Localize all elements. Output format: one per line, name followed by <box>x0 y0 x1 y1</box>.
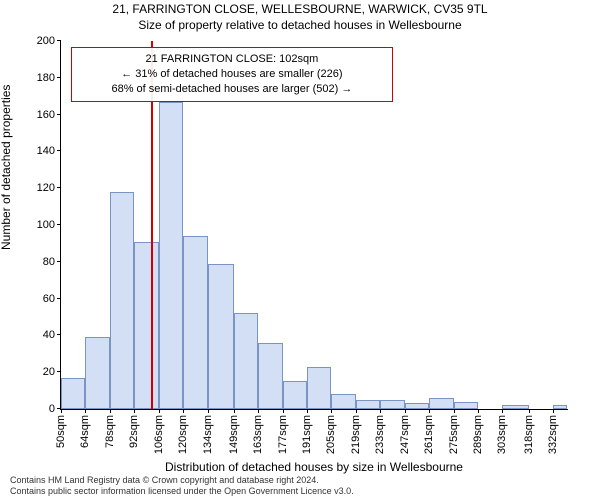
annotation-line-2: ← 31% of detached houses are smaller (22… <box>80 67 384 82</box>
chart-title-sub: Size of property relative to detached ho… <box>0 18 600 32</box>
x-tick-label: 332sqm <box>547 409 559 454</box>
y-tick-label: 200 <box>15 35 61 47</box>
x-tick-label: 92sqm <box>128 409 140 448</box>
copyright-notice: Contains HM Land Registry data © Crown c… <box>10 475 354 498</box>
x-tick-label: 163sqm <box>252 409 264 454</box>
x-tick-label: 120sqm <box>177 409 189 454</box>
x-tick-label: 106sqm <box>153 409 165 454</box>
x-axis-label: Distribution of detached houses by size … <box>60 460 568 474</box>
histogram-bar <box>234 313 258 409</box>
histogram-bar <box>183 236 207 409</box>
x-tick-label: 247sqm <box>399 409 411 454</box>
histogram-bar <box>429 398 453 409</box>
histogram-bar <box>283 381 307 409</box>
y-tick-label: 100 <box>15 219 61 231</box>
y-tick-label: 140 <box>15 145 61 157</box>
y-tick-label: 60 <box>15 293 61 305</box>
histogram-bar <box>331 394 355 409</box>
histogram-bar <box>454 402 478 409</box>
x-tick-label: 275sqm <box>448 409 460 454</box>
chart-plot-area: 02040608010012014016018020050sqm64sqm78s… <box>60 40 568 410</box>
annotation-box: 21 FARRINGTON CLOSE: 102sqm ← 31% of det… <box>71 47 393 102</box>
x-tick-label: 78sqm <box>104 409 116 448</box>
y-tick-label: 40 <box>15 329 61 341</box>
copyright-line-1: Contains HM Land Registry data © Crown c… <box>10 475 354 486</box>
x-tick-label: 205sqm <box>325 409 337 454</box>
x-tick-label: 191sqm <box>301 409 313 454</box>
histogram-bar <box>258 343 282 409</box>
chart-title-main: 21, FARRINGTON CLOSE, WELLESBOURNE, WARW… <box>0 2 600 16</box>
x-tick-label: 289sqm <box>472 409 484 454</box>
x-tick-label: 134sqm <box>202 409 214 454</box>
y-tick-label: 20 <box>15 366 61 378</box>
x-tick-label: 219sqm <box>350 409 362 454</box>
annotation-line-1: 21 FARRINGTON CLOSE: 102sqm <box>80 52 384 67</box>
histogram-bar <box>307 367 331 409</box>
histogram-bar <box>380 400 404 409</box>
x-tick-label: 50sqm <box>55 409 67 448</box>
x-tick-label: 303sqm <box>496 409 508 454</box>
x-tick-label: 149sqm <box>228 409 240 454</box>
histogram-bar <box>61 378 85 409</box>
y-tick-label: 80 <box>15 256 61 268</box>
x-tick-label: 261sqm <box>423 409 435 454</box>
histogram-bar <box>110 192 134 409</box>
x-tick-label: 318sqm <box>523 409 535 454</box>
histogram-bar <box>208 264 234 409</box>
y-tick-label: 120 <box>15 182 61 194</box>
annotation-line-3: 68% of semi-detached houses are larger (… <box>80 82 384 97</box>
histogram-bar <box>356 400 380 409</box>
y-tick-label: 180 <box>15 72 61 84</box>
y-axis-label: Number of detached properties <box>0 85 13 250</box>
copyright-line-2: Contains public sector information licen… <box>10 486 354 497</box>
histogram-bar <box>159 102 183 409</box>
y-tick-label: 160 <box>15 109 61 121</box>
x-tick-label: 233sqm <box>374 409 386 454</box>
x-tick-label: 64sqm <box>79 409 91 448</box>
histogram-bar <box>134 242 158 409</box>
histogram-bar <box>85 337 109 409</box>
x-tick-label: 177sqm <box>277 409 289 454</box>
